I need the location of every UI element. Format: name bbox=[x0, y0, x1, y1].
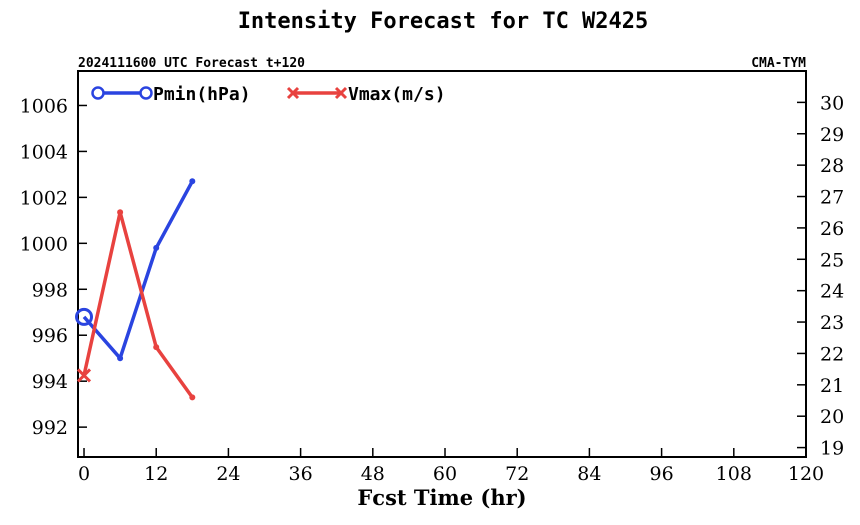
legend: Pmin(hPa) Vmax(m/s) bbox=[91, 84, 446, 105]
pmin-point bbox=[189, 178, 196, 185]
legend-vmax-marker bbox=[286, 86, 300, 100]
vmax-point-marker bbox=[76, 368, 92, 383]
pmin-point bbox=[117, 355, 124, 362]
pmin-point-marker bbox=[75, 307, 94, 326]
x-tick-label: 24 bbox=[216, 463, 240, 485]
vmax-point bbox=[189, 394, 196, 401]
y-right-tick-label: 22 bbox=[820, 343, 844, 365]
x-tick-label: 48 bbox=[361, 463, 385, 485]
y-right-tick-label: 27 bbox=[820, 187, 844, 209]
chart-subtitle-left: 2024111600 UTC Forecast t+120 bbox=[78, 56, 305, 71]
x-axis: 0 12 24 36 48 60 72 84 96 108 120 bbox=[78, 448, 824, 485]
legend-vmax-marker bbox=[334, 86, 348, 100]
y-left-tick-label: 996 bbox=[32, 325, 68, 347]
legend-pmin-label: Pmin(hPa) bbox=[153, 84, 251, 105]
y-left-tick-label: 1000 bbox=[20, 233, 68, 255]
y-left-tick-label: 998 bbox=[32, 279, 68, 301]
y-right-tick-label: 23 bbox=[820, 312, 844, 334]
vmax-series-line bbox=[82, 210, 194, 399]
x-axis-label: Fcst Time (hr) bbox=[357, 485, 526, 510]
vmax-point bbox=[153, 344, 160, 351]
y-left-tick-label: 1002 bbox=[20, 187, 68, 209]
legend-vmax-label: Vmax(m/s) bbox=[348, 84, 446, 105]
series-layer bbox=[75, 178, 196, 401]
legend-item-vmax: Vmax(m/s) bbox=[286, 84, 446, 105]
x-tick-label: 0 bbox=[78, 463, 90, 485]
y-left-tick-label: 994 bbox=[32, 371, 68, 393]
x-tick-label: 12 bbox=[144, 463, 168, 485]
y-right-tick-label: 28 bbox=[820, 155, 844, 177]
pmin-point bbox=[153, 244, 160, 251]
y-left-tick-label: 992 bbox=[32, 417, 68, 439]
y-right-tick-label: 26 bbox=[820, 218, 844, 240]
vmax-point bbox=[117, 209, 124, 216]
y-axis-right: 19 20 21 22 23 24 25 26 27 28 29 30 bbox=[797, 92, 844, 460]
y-right-tick-label: 21 bbox=[820, 375, 844, 397]
chart-title: Intensity Forecast for TC W2425 bbox=[238, 9, 649, 34]
y-right-tick-label: 30 bbox=[820, 92, 844, 114]
y-right-tick-label: 24 bbox=[820, 281, 844, 303]
pmin-series-line bbox=[82, 180, 194, 360]
legend-item-pmin: Pmin(hPa) bbox=[91, 84, 251, 105]
legend-pmin-marker bbox=[91, 86, 105, 100]
x-tick-label: 60 bbox=[433, 463, 457, 485]
x-tick-label: 96 bbox=[650, 463, 674, 485]
x-tick-label: 84 bbox=[577, 463, 601, 485]
x-tick-label: 72 bbox=[505, 463, 529, 485]
x-tick-label: 36 bbox=[289, 463, 313, 485]
y-left-tick-label: 1006 bbox=[20, 95, 68, 117]
y-right-tick-label: 25 bbox=[820, 249, 844, 271]
y-left-tick-label: 1004 bbox=[20, 141, 68, 163]
x-tick-label: 108 bbox=[716, 463, 752, 485]
y-right-tick-label: 29 bbox=[820, 124, 844, 146]
x-tick-label: 120 bbox=[788, 463, 824, 485]
y-right-tick-label: 19 bbox=[820, 438, 844, 460]
y-axis-left: 992 994 996 998 1000 1002 1004 1006 bbox=[20, 95, 87, 439]
legend-pmin-marker bbox=[139, 86, 153, 100]
y-right-tick-label: 20 bbox=[820, 406, 844, 428]
plot-frame bbox=[77, 70, 807, 458]
chart-subtitle-right: CMA-TYM bbox=[751, 56, 806, 71]
